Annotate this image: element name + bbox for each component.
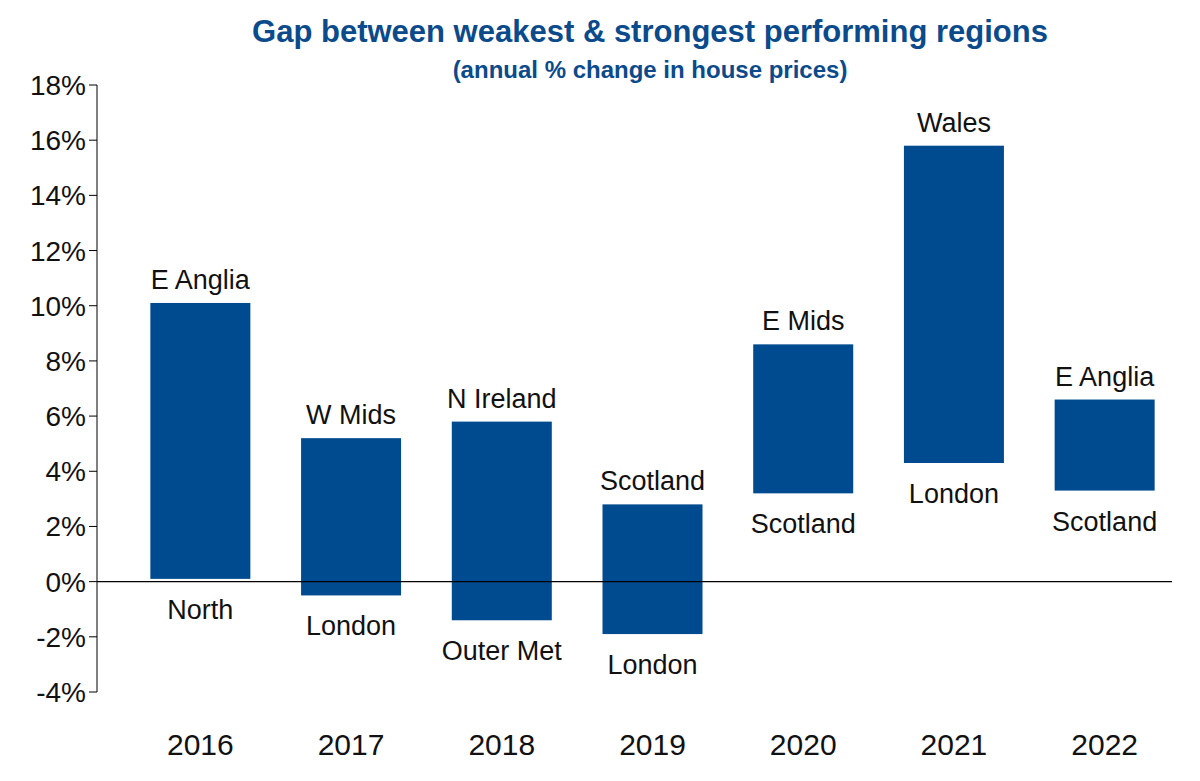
y-tick-label: 10%: [30, 291, 86, 322]
y-tick-label: 2%: [46, 511, 86, 542]
y-tick-label: 12%: [30, 236, 86, 267]
y-tick: [89, 85, 97, 86]
strongest-label: W Mids: [306, 400, 396, 430]
weakest-label: London: [909, 479, 999, 509]
y-axis-line: [97, 85, 98, 692]
range-bar: [1055, 400, 1155, 491]
y-tick: [89, 195, 97, 196]
x-tick-label: 2017: [318, 728, 385, 761]
x-tick-label: 2016: [167, 728, 234, 761]
weakest-label: London: [607, 650, 697, 680]
x-tick-label: 2022: [1071, 728, 1138, 761]
y-tick: [89, 305, 97, 306]
strongest-label: N Ireland: [447, 384, 557, 414]
y-tick: [89, 526, 97, 527]
y-tick: [89, 471, 97, 472]
y-tick-label: 18%: [30, 70, 86, 101]
bars: [150, 146, 1154, 634]
y-tick-label: -2%: [36, 622, 86, 653]
range-bar: [603, 504, 703, 634]
y-tick: [89, 416, 97, 417]
strongest-label: Wales: [917, 108, 991, 138]
strongest-label: E Mids: [762, 306, 845, 336]
strongest-label: Scotland: [600, 466, 705, 496]
range-bar: [452, 422, 552, 621]
y-tick: [89, 360, 97, 361]
title: Gap between weakest & strongest performi…: [252, 14, 1048, 49]
y-tick: [89, 636, 97, 637]
weakest-label: London: [306, 611, 396, 641]
y-tick: [89, 140, 97, 141]
baseline: [97, 581, 1172, 582]
weakest-label: Scotland: [1052, 507, 1157, 537]
y-tick: [89, 692, 97, 693]
range-bar: [904, 146, 1004, 463]
x-tick-label: 2018: [468, 728, 535, 761]
weakest-label: Scotland: [751, 509, 856, 539]
range-bar: [301, 438, 401, 595]
y-tick-label: 0%: [46, 567, 86, 598]
range-bar: [150, 303, 250, 579]
y-tick-label: 8%: [46, 346, 86, 377]
y-tick: [89, 250, 97, 251]
chart: Gap between weakest & strongest performi…: [0, 0, 1200, 781]
x-tick-label: 2021: [921, 728, 988, 761]
weakest-label: North: [167, 595, 233, 625]
x-tick-label: 2020: [770, 728, 837, 761]
y-tick-label: 4%: [46, 456, 86, 487]
y-tick-label: -4%: [36, 677, 86, 708]
strongest-label: E Anglia: [1055, 362, 1155, 392]
y-tick: [89, 581, 97, 582]
strongest-label: E Anglia: [151, 265, 251, 295]
x-tick-label: 2019: [619, 728, 686, 761]
subtitle: (annual % change in house prices): [453, 56, 848, 83]
range-bar: [753, 344, 853, 493]
y-tick-label: 6%: [46, 401, 86, 432]
y-tick-label: 14%: [30, 180, 86, 211]
weakest-label: Outer Met: [442, 636, 563, 666]
y-tick-label: 16%: [30, 125, 86, 156]
